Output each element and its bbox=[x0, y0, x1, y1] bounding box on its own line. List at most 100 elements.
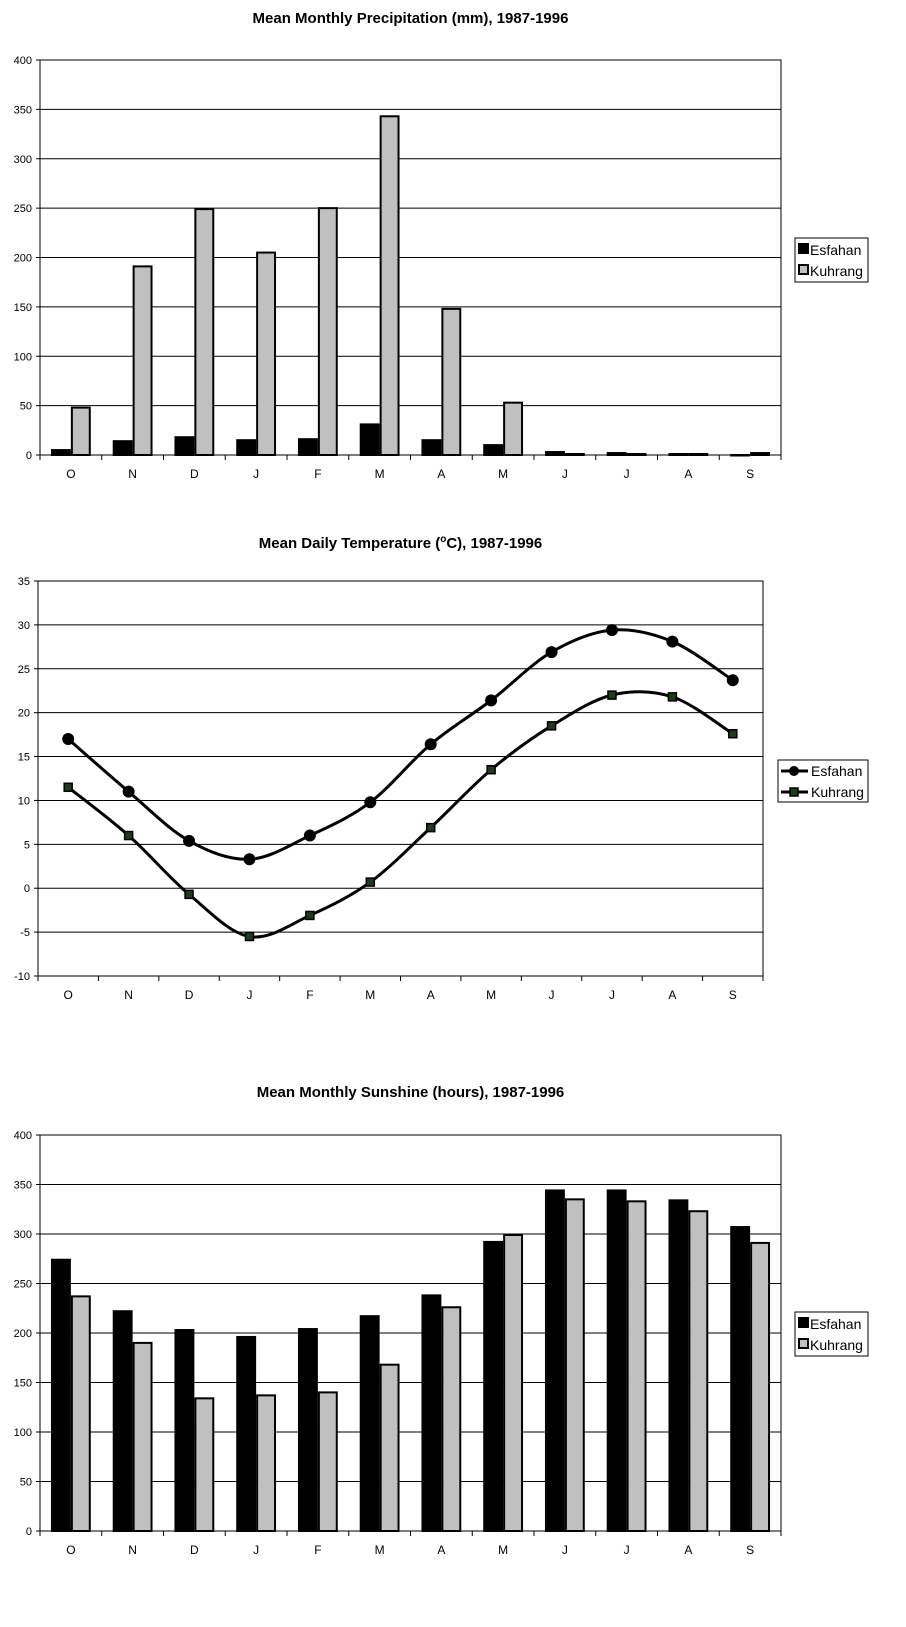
x-tick-label: M bbox=[375, 467, 385, 481]
x-tick-label: J bbox=[246, 988, 252, 1002]
y-tick-label: 20 bbox=[18, 708, 30, 720]
y-tick-label: 0 bbox=[26, 1526, 32, 1538]
bar-kuhrang bbox=[503, 1233, 524, 1532]
bar-esfahan bbox=[668, 1199, 689, 1532]
bar-esfahan bbox=[50, 449, 71, 456]
point-esfahan bbox=[243, 853, 256, 866]
x-tick-label: N bbox=[128, 1543, 137, 1557]
x-tick-label: M bbox=[486, 988, 496, 1002]
point-esfahan bbox=[424, 738, 437, 751]
legend: Esfahan Kuhrang bbox=[777, 759, 869, 803]
point-kuhrang bbox=[365, 877, 376, 887]
x-tick-label: S bbox=[746, 467, 754, 481]
y-tick-label: 10 bbox=[18, 795, 30, 807]
bar-kuhrang bbox=[688, 1210, 709, 1532]
x-tick-label: J bbox=[253, 1543, 259, 1557]
y-tick-label: 100 bbox=[14, 351, 32, 363]
legend-label: Esfahan bbox=[810, 242, 861, 258]
y-tick-label: 250 bbox=[14, 1279, 32, 1291]
bar-esfahan bbox=[236, 439, 257, 456]
point-kuhrang bbox=[244, 931, 255, 942]
x-tick-label: F bbox=[314, 467, 321, 481]
chart-sun: Mean Monthly Sunshine (hours), 1987-1996… bbox=[14, 1084, 869, 1557]
bar-kuhrang bbox=[626, 1200, 647, 1532]
y-tick-label: 0 bbox=[26, 450, 32, 462]
bar-kuhrang bbox=[194, 1397, 215, 1532]
bar-kuhrang bbox=[70, 1295, 91, 1532]
x-tick-label: J bbox=[253, 467, 259, 481]
y-tick-label: 50 bbox=[20, 1477, 32, 1489]
x-tick-label: A bbox=[668, 988, 676, 1002]
bar-kuhrang bbox=[441, 307, 462, 456]
x-tick-label: O bbox=[66, 467, 75, 481]
legend-marker bbox=[789, 766, 799, 776]
bar-kuhrang bbox=[132, 265, 153, 457]
x-tick-label: M bbox=[498, 467, 508, 481]
bar-esfahan bbox=[668, 453, 689, 457]
y-tick-label: 350 bbox=[14, 1180, 32, 1192]
plot-area bbox=[37, 580, 764, 977]
x-tick-label: O bbox=[64, 988, 73, 1002]
x-tick-label: A bbox=[684, 467, 692, 481]
chart-title: Mean Daily Temperature (oC), 1987-1996 bbox=[259, 534, 542, 552]
x-tick-label: J bbox=[609, 988, 615, 1002]
y-tick-label: 250 bbox=[14, 203, 32, 215]
point-esfahan bbox=[122, 785, 135, 798]
y-tick-label: 25 bbox=[18, 664, 30, 676]
legend-label: Kuhrang bbox=[810, 1337, 863, 1353]
bar-kuhrang bbox=[626, 453, 647, 457]
bar-kuhrang bbox=[503, 401, 524, 457]
y-tick-label: 200 bbox=[14, 253, 32, 265]
x-tick-label: D bbox=[190, 467, 199, 481]
y-tick-label: -10 bbox=[14, 971, 30, 983]
x-tick-label: M bbox=[365, 988, 375, 1002]
point-esfahan bbox=[485, 694, 498, 707]
bar-esfahan bbox=[297, 438, 318, 457]
bar-esfahan bbox=[606, 452, 627, 456]
x-tick-label: A bbox=[684, 1543, 692, 1557]
bar-kuhrang bbox=[750, 1241, 771, 1533]
bar-kuhrang bbox=[256, 251, 277, 456]
bar-esfahan bbox=[483, 1240, 504, 1533]
x-tick-label: O bbox=[66, 1543, 75, 1557]
y-tick-label: 50 bbox=[20, 401, 32, 413]
bar-esfahan bbox=[50, 1258, 71, 1532]
point-kuhrang bbox=[63, 782, 73, 793]
bar-kuhrang bbox=[317, 1391, 338, 1533]
bar-esfahan bbox=[544, 1189, 565, 1532]
bar-esfahan bbox=[421, 439, 442, 456]
x-tick-label: D bbox=[185, 988, 194, 1002]
point-esfahan bbox=[545, 646, 558, 659]
bar-kuhrang bbox=[564, 1198, 585, 1532]
legend-swatch bbox=[798, 264, 809, 275]
x-tick-label: J bbox=[562, 467, 568, 481]
bar-esfahan bbox=[359, 423, 380, 457]
legend-label: Kuhrang bbox=[810, 263, 863, 279]
bar-esfahan bbox=[112, 1310, 133, 1532]
y-tick-label: 400 bbox=[14, 1130, 32, 1142]
legend-marker bbox=[789, 787, 799, 797]
bar-esfahan bbox=[730, 1226, 751, 1532]
x-tick-label: J bbox=[624, 467, 630, 481]
bar-kuhrang bbox=[688, 453, 709, 457]
x-tick-label: M bbox=[498, 1543, 508, 1557]
legend-swatch bbox=[798, 1338, 809, 1349]
point-kuhrang bbox=[425, 822, 436, 833]
x-tick-label: N bbox=[128, 467, 137, 481]
bar-esfahan bbox=[174, 436, 195, 457]
chart-title: Mean Monthly Sunshine (hours), 1987-1996 bbox=[257, 1084, 565, 1101]
x-tick-label: J bbox=[549, 988, 555, 1002]
point-kuhrang bbox=[305, 910, 315, 921]
legend-swatch bbox=[798, 1317, 809, 1328]
y-tick-label: -5 bbox=[20, 927, 30, 939]
bar-esfahan bbox=[606, 1189, 627, 1532]
x-tick-label: M bbox=[375, 1543, 385, 1557]
x-tick-label: S bbox=[729, 988, 737, 1002]
point-kuhrang bbox=[667, 692, 678, 702]
x-tick-label: A bbox=[437, 1543, 445, 1557]
bar-esfahan bbox=[730, 454, 751, 457]
line-kuhrang bbox=[67, 690, 734, 939]
x-tick-label: J bbox=[624, 1543, 630, 1557]
x-tick-label: A bbox=[427, 988, 435, 1002]
bar-esfahan bbox=[421, 1294, 442, 1532]
